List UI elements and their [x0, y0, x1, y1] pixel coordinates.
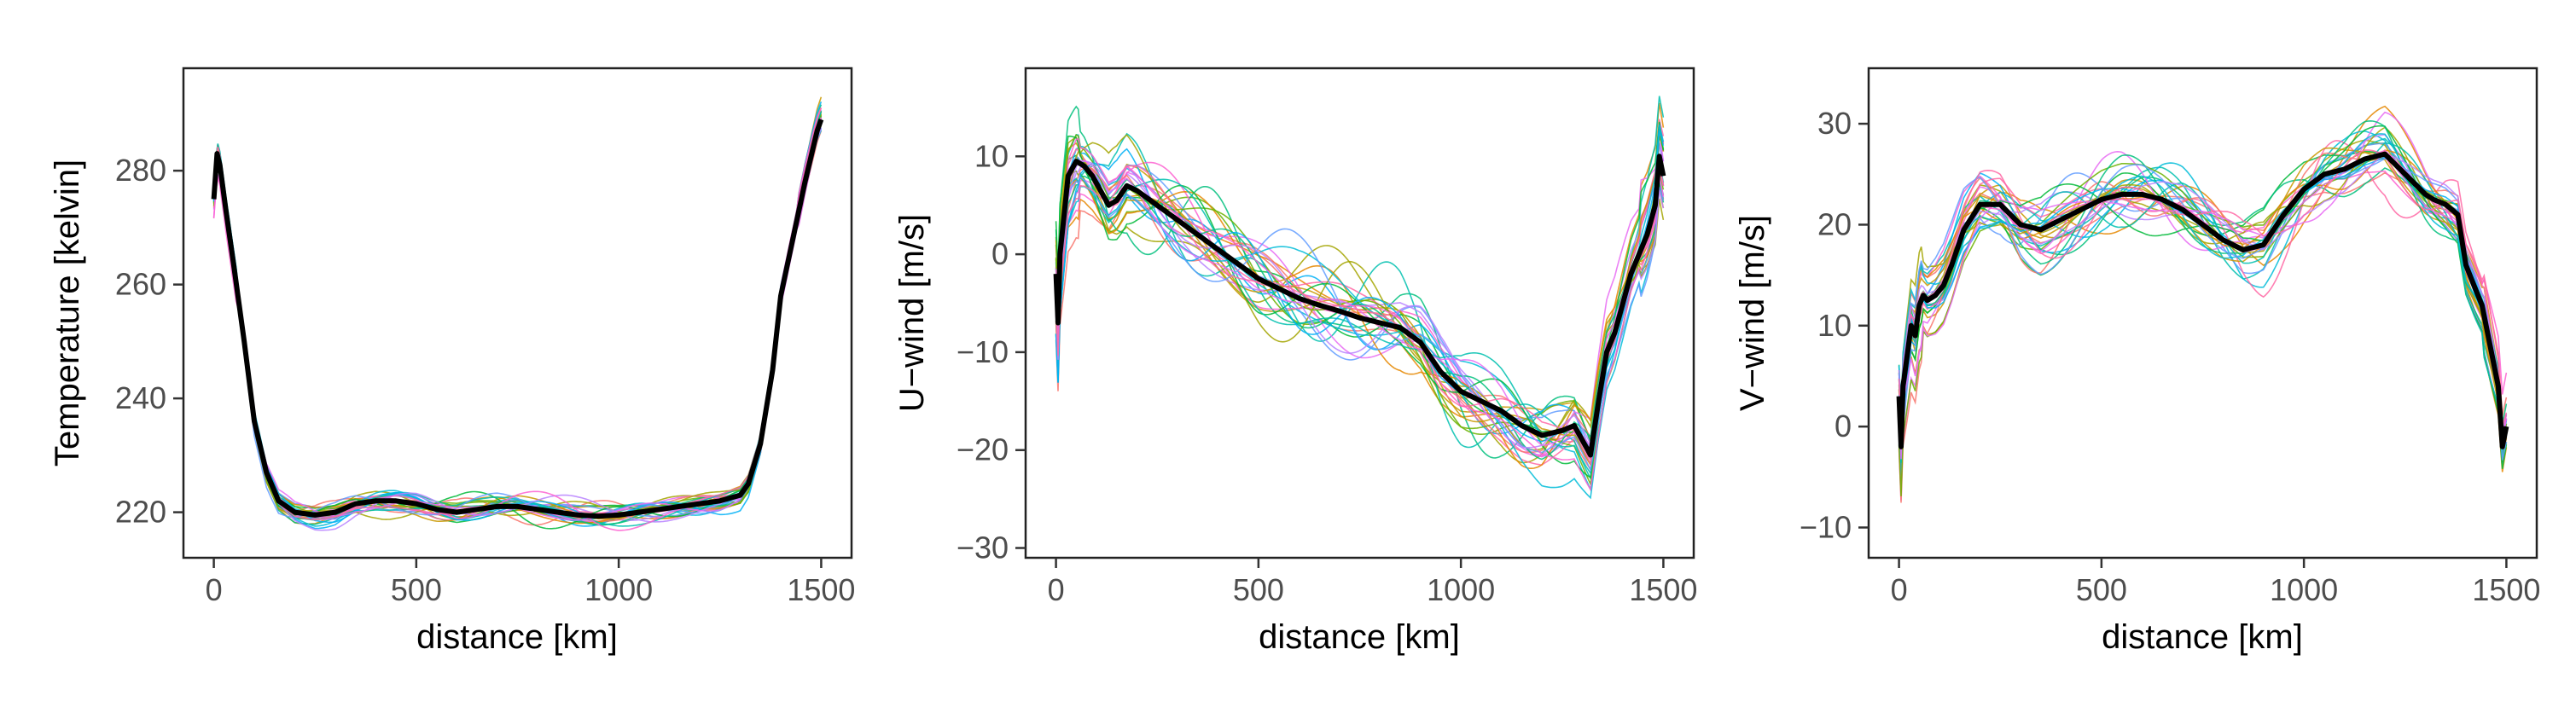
- y-tick-label: −20: [957, 432, 1009, 467]
- ensemble-member-line: [1055, 105, 1665, 459]
- y-axis-title-temperature: Temperature [kelvin]: [49, 159, 86, 467]
- ensemble-member-line: [212, 115, 823, 519]
- x-axis-temperature: 0 500 1000 1500: [206, 558, 855, 607]
- ensemble-member-line: [212, 125, 823, 523]
- ensemble-member-line: [212, 117, 823, 521]
- mean-line-v-wind: [1896, 151, 2509, 449]
- x-tick-label: 0: [1891, 572, 1908, 607]
- y-tick-label: −10: [1800, 509, 1852, 544]
- y-tick-label: 260: [115, 267, 166, 302]
- y-axis-v-wind: −10 0 10 20 30: [1800, 106, 1869, 544]
- x-axis-u-wind: 0 500 1000 1500: [1048, 558, 1697, 607]
- y-tick-label: −10: [957, 334, 1009, 369]
- ensemble-member-line: [212, 127, 823, 521]
- x-tick-label: 500: [2076, 572, 2127, 607]
- y-axis-u-wind: −30 −20 −10 0 10: [957, 138, 1026, 565]
- ensemble-member-line: [212, 118, 823, 524]
- ensemble-member-line: [1898, 142, 2508, 463]
- ensemble-member-line: [1898, 171, 2508, 420]
- ensemble-member-line: [212, 127, 823, 531]
- ensemble-member-line: [1898, 153, 2508, 460]
- ensemble-member-line: [212, 112, 823, 525]
- x-axis-title-v-wind: distance [km]: [2102, 618, 2303, 656]
- x-axis-v-wind: 0 500 1000 1500: [1891, 558, 2540, 607]
- x-tick-label: 1500: [1629, 572, 1697, 607]
- ensemble-member-line: [212, 110, 823, 518]
- ensemble-lines-temperature: [212, 96, 823, 531]
- y-axis-title-v-wind: V−wind [m/s]: [1734, 215, 1771, 411]
- ensemble-member-line: [1055, 160, 1665, 475]
- y-tick-label: 20: [1817, 206, 1852, 241]
- x-axis-title-temperature: distance [km]: [416, 618, 618, 656]
- ensemble-member-line: [212, 117, 823, 523]
- ensemble-member-line: [212, 104, 823, 526]
- ensemble-member-line: [1898, 149, 2508, 431]
- ensemble-member-line: [1898, 167, 2508, 447]
- x-tick-label: 1000: [584, 572, 653, 607]
- ensemble-member-line: [1055, 96, 1665, 481]
- ensemble-member-line: [212, 111, 823, 530]
- y-axis-title-u-wind: U−wind [m/s]: [893, 214, 931, 412]
- ensemble-member-line: [212, 101, 823, 524]
- ensemble-member-line: [212, 111, 823, 527]
- ensemble-member-line: [212, 130, 823, 526]
- panel-v-wind: 0 500 1000 1500 −10 0 10 20 30 distance [km] V−…: [1734, 67, 2540, 656]
- ensemble-member-line: [1055, 137, 1665, 492]
- x-tick-label: 1000: [2270, 572, 2338, 607]
- ensemble-member-line: [1055, 134, 1665, 451]
- ensemble-member-line: [212, 119, 823, 521]
- y-tick-label: 280: [115, 153, 166, 188]
- x-tick-label: 1500: [2472, 572, 2540, 607]
- ensemble-member-line: [1898, 126, 2508, 447]
- ensemble-member-line: [1898, 105, 2508, 472]
- ensemble-member-line: [1898, 149, 2508, 449]
- ensemble-member-line: [212, 122, 823, 520]
- x-axis-title-u-wind: distance [km]: [1259, 618, 1460, 656]
- ensemble-member-line: [212, 119, 823, 524]
- ensemble-member-line: [212, 124, 823, 516]
- ensemble-member-line: [212, 113, 823, 516]
- ensemble-member-line: [1898, 152, 2508, 438]
- y-tick-label: 240: [115, 380, 166, 415]
- plot-frame-temperature: [182, 67, 853, 559]
- ensemble-member-line: [212, 130, 823, 527]
- x-tick-label: 500: [1233, 572, 1284, 607]
- ensemble-lines-v-wind: [1898, 105, 2508, 503]
- x-tick-label: 0: [206, 572, 223, 607]
- ensemble-member-line: [212, 115, 823, 526]
- plot-frame-u-wind: [1024, 67, 1695, 559]
- y-axis-temperature: 220 240 260 280: [115, 153, 183, 530]
- x-tick-label: 500: [391, 572, 442, 607]
- mean-line-temperature: [211, 119, 824, 519]
- ensemble-member-line: [212, 121, 823, 520]
- x-tick-label: 1000: [1427, 572, 1495, 607]
- y-tick-label: 10: [1817, 308, 1852, 343]
- y-tick-label: 0: [1835, 409, 1852, 443]
- ensemble-member-line: [212, 96, 823, 523]
- x-tick-label: 0: [1048, 572, 1065, 607]
- ensemble-member-line: [1055, 119, 1665, 466]
- y-tick-label: 10: [974, 138, 1009, 173]
- y-tick-label: 30: [1817, 106, 1852, 141]
- ensemble-member-line: [212, 128, 823, 530]
- plot-frame-v-wind: [1867, 67, 2538, 559]
- ensemble-member-line: [212, 123, 823, 523]
- ensemble-member-line: [212, 119, 823, 521]
- ensemble-member-line: [1055, 136, 1665, 464]
- y-tick-label: 0: [991, 236, 1009, 271]
- ensemble-lines-u-wind: [1055, 96, 1665, 500]
- ensemble-member-line: [1055, 159, 1665, 448]
- ensemble-member-line: [212, 114, 823, 525]
- mean-line-u-wind: [1053, 154, 1666, 458]
- ensemble-member-line: [212, 107, 823, 521]
- y-tick-label: 220: [115, 495, 166, 530]
- ensemble-member-line: [212, 121, 823, 521]
- x-tick-label: 1500: [787, 572, 855, 607]
- y-tick-label: −30: [957, 530, 1009, 565]
- ensemble-member-line: [1055, 134, 1665, 492]
- ensemble-member-line: [212, 107, 823, 531]
